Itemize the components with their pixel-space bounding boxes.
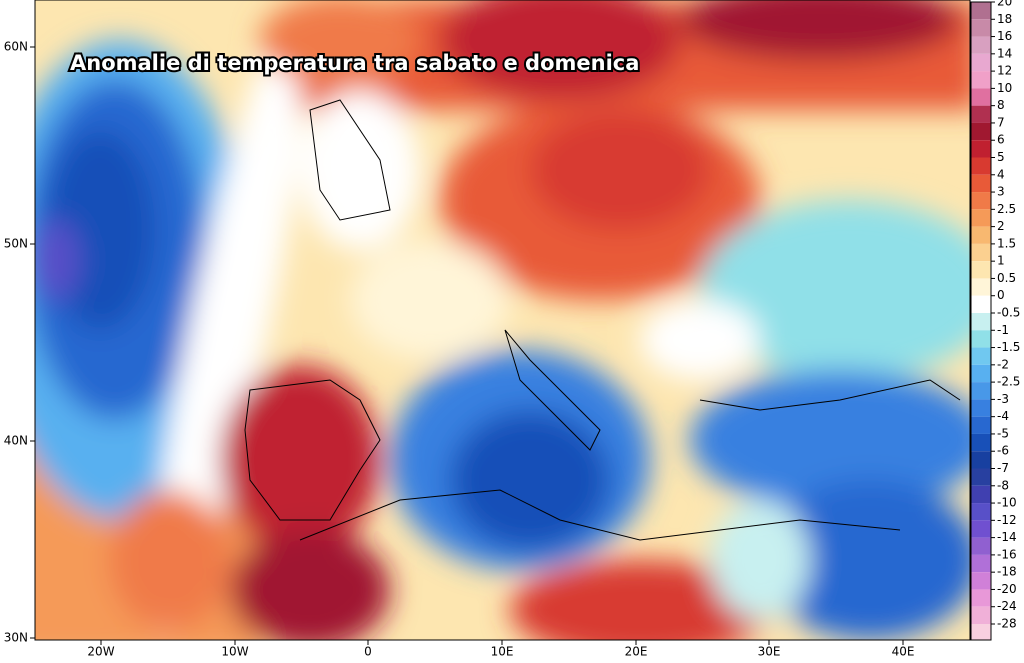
- legend-swatch: [971, 88, 991, 106]
- lon-label: 20W: [87, 645, 114, 659]
- legend-label: -1.5: [997, 340, 1020, 354]
- axes: 60N 50N 40N 30N 20W 10W 0 10E 20E 30E 40E: [4, 40, 915, 659]
- legend-swatch: [971, 364, 991, 383]
- legend-label: 1.5: [997, 236, 1016, 250]
- map-title: Anomalie di temperatura tra sabato e dom…: [70, 51, 639, 75]
- legend-swatch: [971, 382, 991, 400]
- legend-label: -24: [997, 599, 1017, 613]
- legend-label: -12: [997, 513, 1017, 527]
- legend-label: -28: [997, 617, 1017, 631]
- legend-swatch: [971, 347, 991, 365]
- lat-label: 60N: [4, 40, 28, 54]
- anomaly-field: [35, 0, 970, 640]
- legend-swatch: [971, 572, 991, 590]
- legend-label: 10: [997, 81, 1012, 95]
- legend-swatch: [971, 503, 991, 521]
- lon-label: 10W: [221, 645, 248, 659]
- legend-swatch: [971, 53, 991, 72]
- legend-swatch: [971, 140, 991, 158]
- legend-label: 6: [997, 133, 1005, 147]
- legend-label: 2: [997, 219, 1005, 233]
- legend-swatch: [971, 174, 991, 193]
- legend-swatch: [971, 2, 991, 20]
- legend-swatch: [971, 71, 991, 89]
- legend-label: 14: [997, 46, 1012, 60]
- legend-label: -2: [997, 357, 1009, 371]
- legend-swatch: [971, 624, 991, 640]
- lat-label: 30N: [4, 631, 28, 645]
- legend-swatch: [971, 192, 991, 210]
- legend-label: -10: [997, 496, 1017, 510]
- legend-swatch: [971, 537, 991, 555]
- color-legend: 20 18 16 14 12 10 8 7 6 5 4 3 2.5 2 1.5 1 0.5 0 -0.5 -1 -1.5…: [970, 0, 1020, 641]
- legend-label: 8: [997, 98, 1005, 112]
- legend-label: 5: [997, 150, 1005, 164]
- legend-swatch: [971, 554, 991, 573]
- legend-label: -14: [997, 530, 1017, 544]
- legend-label: -16: [997, 547, 1017, 561]
- legend-label: -2.5: [997, 375, 1020, 389]
- legend-label: -6: [997, 444, 1009, 458]
- legend-swatch: [971, 485, 991, 504]
- legend-label: -18: [997, 565, 1017, 579]
- legend-label: 12: [997, 64, 1012, 78]
- lon-label: 30E: [758, 645, 781, 659]
- lat-label: 40N: [4, 434, 28, 448]
- legend-swatch: [971, 209, 991, 227]
- legend-swatch: [971, 278, 991, 296]
- legend-swatch: [971, 226, 991, 244]
- legend-label: -0.5: [997, 306, 1020, 320]
- lon-label: 10E: [491, 645, 514, 659]
- legend-label: -20: [997, 582, 1017, 596]
- legend-swatch: [971, 451, 991, 469]
- lat-label: 50N: [4, 237, 28, 251]
- legend-swatch: [971, 330, 991, 348]
- legend-label: -4: [997, 409, 1009, 423]
- legend-label: 1: [997, 254, 1005, 268]
- legend-swatch: [971, 313, 991, 331]
- legend-swatch: [971, 19, 991, 37]
- legend-label: 20: [997, 0, 1012, 9]
- legend-label: 0: [997, 288, 1005, 302]
- legend-swatch: [971, 36, 991, 54]
- legend-label: 3: [997, 185, 1005, 199]
- legend-label: -1: [997, 323, 1009, 337]
- legend-swatch: [971, 606, 991, 624]
- legend-label: 7: [997, 115, 1005, 129]
- lon-label: 40E: [892, 645, 915, 659]
- legend-label: -7: [997, 461, 1009, 475]
- legend-label: 4: [997, 167, 1005, 181]
- lon-label: 0: [364, 645, 372, 659]
- coastlines: [244, 99, 961, 541]
- legend-swatch: [971, 105, 991, 123]
- lon-label: 20E: [625, 645, 648, 659]
- legend-label: 16: [997, 29, 1012, 43]
- legend-frame: [970, 1, 992, 641]
- legend-swatch: [971, 243, 991, 262]
- legend-label: -5: [997, 426, 1009, 440]
- legend-label: 0.5: [997, 271, 1016, 285]
- legend-label: 2.5: [997, 202, 1016, 216]
- legend-label: 18: [997, 12, 1012, 26]
- legend-swatch: [971, 433, 991, 452]
- legend-swatch: [971, 416, 991, 434]
- legend-swatch: [971, 589, 991, 607]
- legend-label: -3: [997, 392, 1009, 406]
- legend-swatch: [971, 122, 991, 141]
- legend-label: -8: [997, 478, 1009, 492]
- legend-swatch: [971, 468, 991, 486]
- legend-swatch: [971, 520, 991, 538]
- legend-swatch: [971, 295, 991, 313]
- legend-swatch: [971, 399, 991, 417]
- legend-swatch: [971, 157, 991, 175]
- legend-swatch: [971, 261, 991, 279]
